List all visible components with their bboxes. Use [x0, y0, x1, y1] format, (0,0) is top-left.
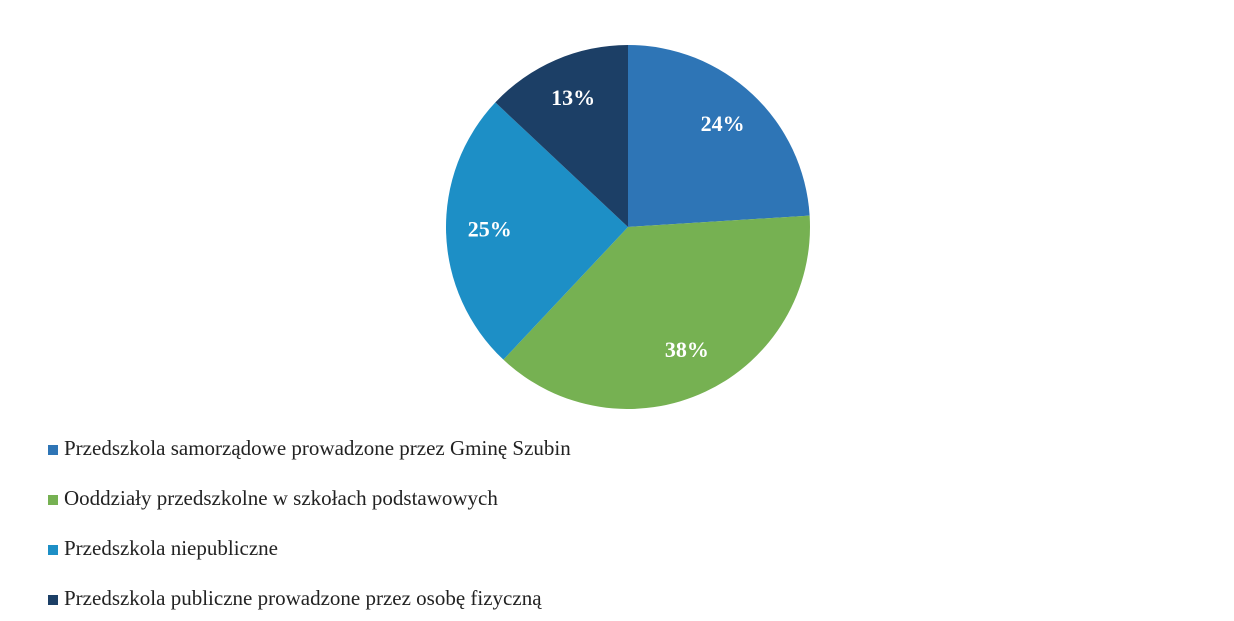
legend-swatch — [48, 495, 58, 505]
legend-label: Ooddziały przedszkolne w szkołach podsta… — [64, 486, 498, 510]
data-label: 13% — [551, 85, 595, 110]
data-label: 38% — [665, 337, 709, 362]
legend-swatch — [48, 445, 58, 455]
pie-slice — [495, 45, 628, 227]
legend-label: Przedszkola niepubliczne — [64, 536, 278, 560]
legend-swatch — [48, 545, 58, 555]
legend-label: Przedszkola samorządowe prowadzone przez… — [64, 436, 571, 460]
pie-slice — [628, 45, 810, 227]
data-label: 24% — [701, 111, 745, 136]
pie-slice — [446, 102, 628, 360]
legend-label: Przedszkola publiczne prowadzone przez o… — [64, 586, 542, 610]
pie-slice — [503, 215, 810, 410]
legend-swatch — [48, 595, 58, 605]
data-label: 25% — [468, 216, 512, 241]
